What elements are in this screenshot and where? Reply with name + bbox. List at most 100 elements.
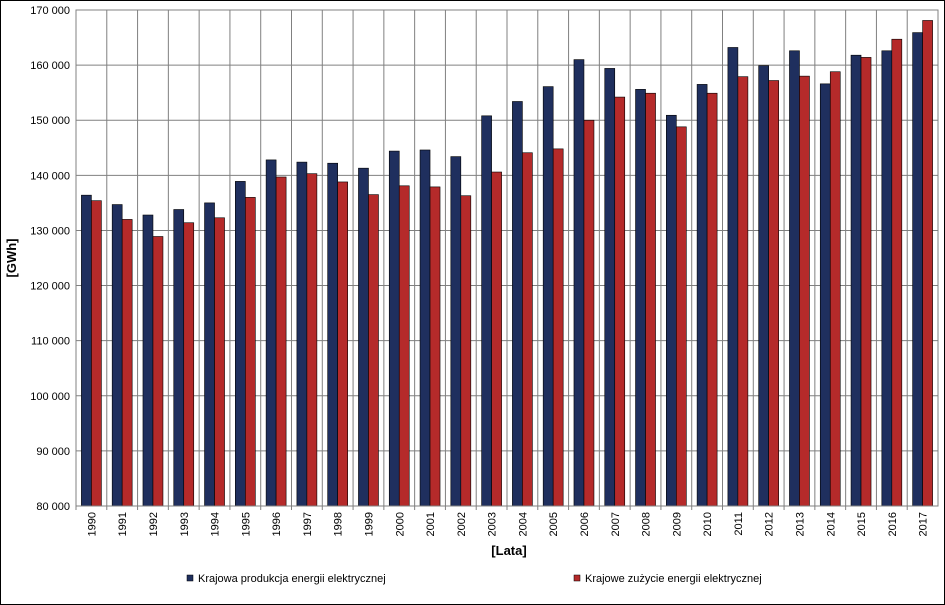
bar-consumption-1990 — [91, 200, 102, 507]
x-tick-label: 1999 — [363, 512, 375, 536]
x-tick-label: 2015 — [856, 512, 868, 536]
y-tick-label: 90 000 — [36, 446, 70, 458]
bar-production-1994 — [204, 202, 215, 507]
x-tick-label: 2006 — [579, 512, 591, 536]
x-tick-label: 2002 — [456, 512, 468, 536]
x-tick-label: 2016 — [887, 512, 899, 536]
bar-production-2011 — [727, 47, 739, 507]
y-axis-title: [GWh] — [4, 239, 19, 278]
y-tick-label: 130 000 — [30, 225, 70, 237]
bar-production-2006 — [573, 59, 585, 507]
y-tick-label: 110 000 — [31, 336, 70, 348]
y-tick-label: 80 000 — [36, 501, 70, 513]
bar-consumption-2016 — [891, 38, 903, 507]
legend-swatch-consumption — [573, 574, 581, 582]
y-tick-label: 120 000 — [30, 281, 70, 293]
bar-production-2009 — [666, 114, 677, 507]
bar-consumption-1993 — [183, 222, 195, 507]
bar-production-2002 — [450, 156, 462, 507]
bar-consumption-2012 — [768, 80, 779, 507]
x-tick-label: 2005 — [548, 512, 560, 536]
bar-production-2008 — [635, 89, 646, 507]
bar-production-1996 — [265, 159, 277, 507]
bar-production-2007 — [604, 68, 616, 507]
x-axis-ticks: 1990 1991 1992 1993 1994 1995 1996 1997 1998 1999… — [75, 506, 930, 536]
bar-production-2000 — [388, 150, 400, 507]
bar-production-2012 — [758, 65, 769, 507]
bar-production-1990 — [81, 194, 92, 507]
bar-consumption-2005 — [552, 148, 564, 507]
bar-production-2010 — [696, 84, 708, 507]
bar-production-2017 — [912, 32, 923, 507]
bar-production-1993 — [173, 209, 185, 507]
bar-consumption-2001 — [429, 186, 441, 507]
y-tick-label: 170 000 — [30, 5, 70, 17]
y-axis-ticks: 80 000 90 000 100 000 110 000 120 000 130 000… — [30, 5, 70, 513]
bar-consumption-1991 — [121, 219, 133, 507]
bar-production-1991 — [111, 204, 123, 507]
x-tick-label: 2012 — [764, 512, 776, 536]
x-axis-title: [Lata] — [491, 543, 526, 558]
bar-production-1992 — [142, 214, 154, 507]
legend: Krajowa produkcja energii elektrycznej K… — [186, 573, 762, 585]
bar-consumption-2007 — [614, 96, 626, 507]
bar-consumption-2006 — [583, 119, 595, 507]
bar-consumption-1999 — [368, 194, 379, 507]
x-tick-label: 2010 — [702, 512, 714, 536]
x-tick-label: 2017 — [918, 512, 930, 536]
plot-border — [75, 9, 939, 507]
legend-swatch-production — [186, 574, 194, 582]
bar-production-2001 — [419, 149, 431, 507]
x-tick-label: 1993 — [179, 512, 191, 536]
y-tick-label: 100 000 — [30, 391, 70, 403]
bar-production-2004 — [512, 101, 523, 507]
bar-consumption-2009 — [676, 126, 687, 507]
bar-consumption-2010 — [706, 92, 718, 507]
bar-consumption-2014 — [829, 71, 841, 507]
bar-consumption-1998 — [337, 181, 348, 507]
x-tick-label: 2007 — [610, 512, 622, 536]
x-tick-label: 2003 — [487, 512, 499, 536]
legend-label-consumption: Krajowe zużycie energii elektrycznej — [585, 573, 762, 585]
x-tick-label: 2001 — [425, 512, 437, 536]
bar-consumption-2002 — [460, 195, 472, 507]
y-tick-label: 140 000 — [30, 170, 70, 182]
bar-production-2014 — [819, 83, 831, 507]
x-tick-label: 1992 — [148, 512, 160, 536]
bar-consumption-1992 — [152, 236, 164, 507]
y-tick-label: 160 000 — [30, 60, 70, 72]
bar-consumption-1996 — [275, 176, 287, 507]
bar-consumption-1997 — [306, 173, 318, 507]
bar-consumption-2004 — [522, 152, 533, 507]
bar-production-2015 — [850, 54, 862, 507]
x-tick-label: 2004 — [517, 512, 529, 536]
legend-label-production: Krajowa produkcja energii elektrycznej — [198, 573, 386, 585]
bar-consumption-2011 — [737, 76, 749, 507]
bar-production-2016 — [881, 50, 893, 507]
x-tick-label: 1995 — [240, 512, 252, 536]
bar-consumption-1995 — [245, 197, 256, 507]
bar-consumption-2013 — [799, 75, 810, 507]
bar-consumption-2017 — [922, 20, 933, 507]
x-tick-label: 1996 — [271, 512, 283, 536]
bar-production-2013 — [789, 50, 800, 507]
x-tick-label: 2011 — [733, 512, 745, 536]
x-tick-label: 2013 — [794, 512, 806, 536]
x-tick-label: 2009 — [671, 512, 683, 536]
bar-production-1995 — [235, 181, 246, 507]
x-tick-label: 2000 — [394, 512, 406, 536]
bars — [81, 20, 933, 507]
bar-consumption-2003 — [491, 171, 502, 507]
x-tick-label: 1998 — [333, 512, 345, 536]
x-tick-label: 1990 — [86, 512, 98, 536]
x-tick-label: 1991 — [117, 512, 129, 536]
bar-production-2003 — [481, 115, 492, 507]
bar-consumption-2000 — [398, 185, 410, 507]
bar-production-2005 — [542, 86, 554, 507]
x-tick-label: 2014 — [825, 512, 837, 536]
x-tick-label: 1997 — [302, 512, 314, 536]
x-tick-label: 2008 — [641, 512, 653, 536]
bar-consumption-2008 — [645, 92, 656, 507]
